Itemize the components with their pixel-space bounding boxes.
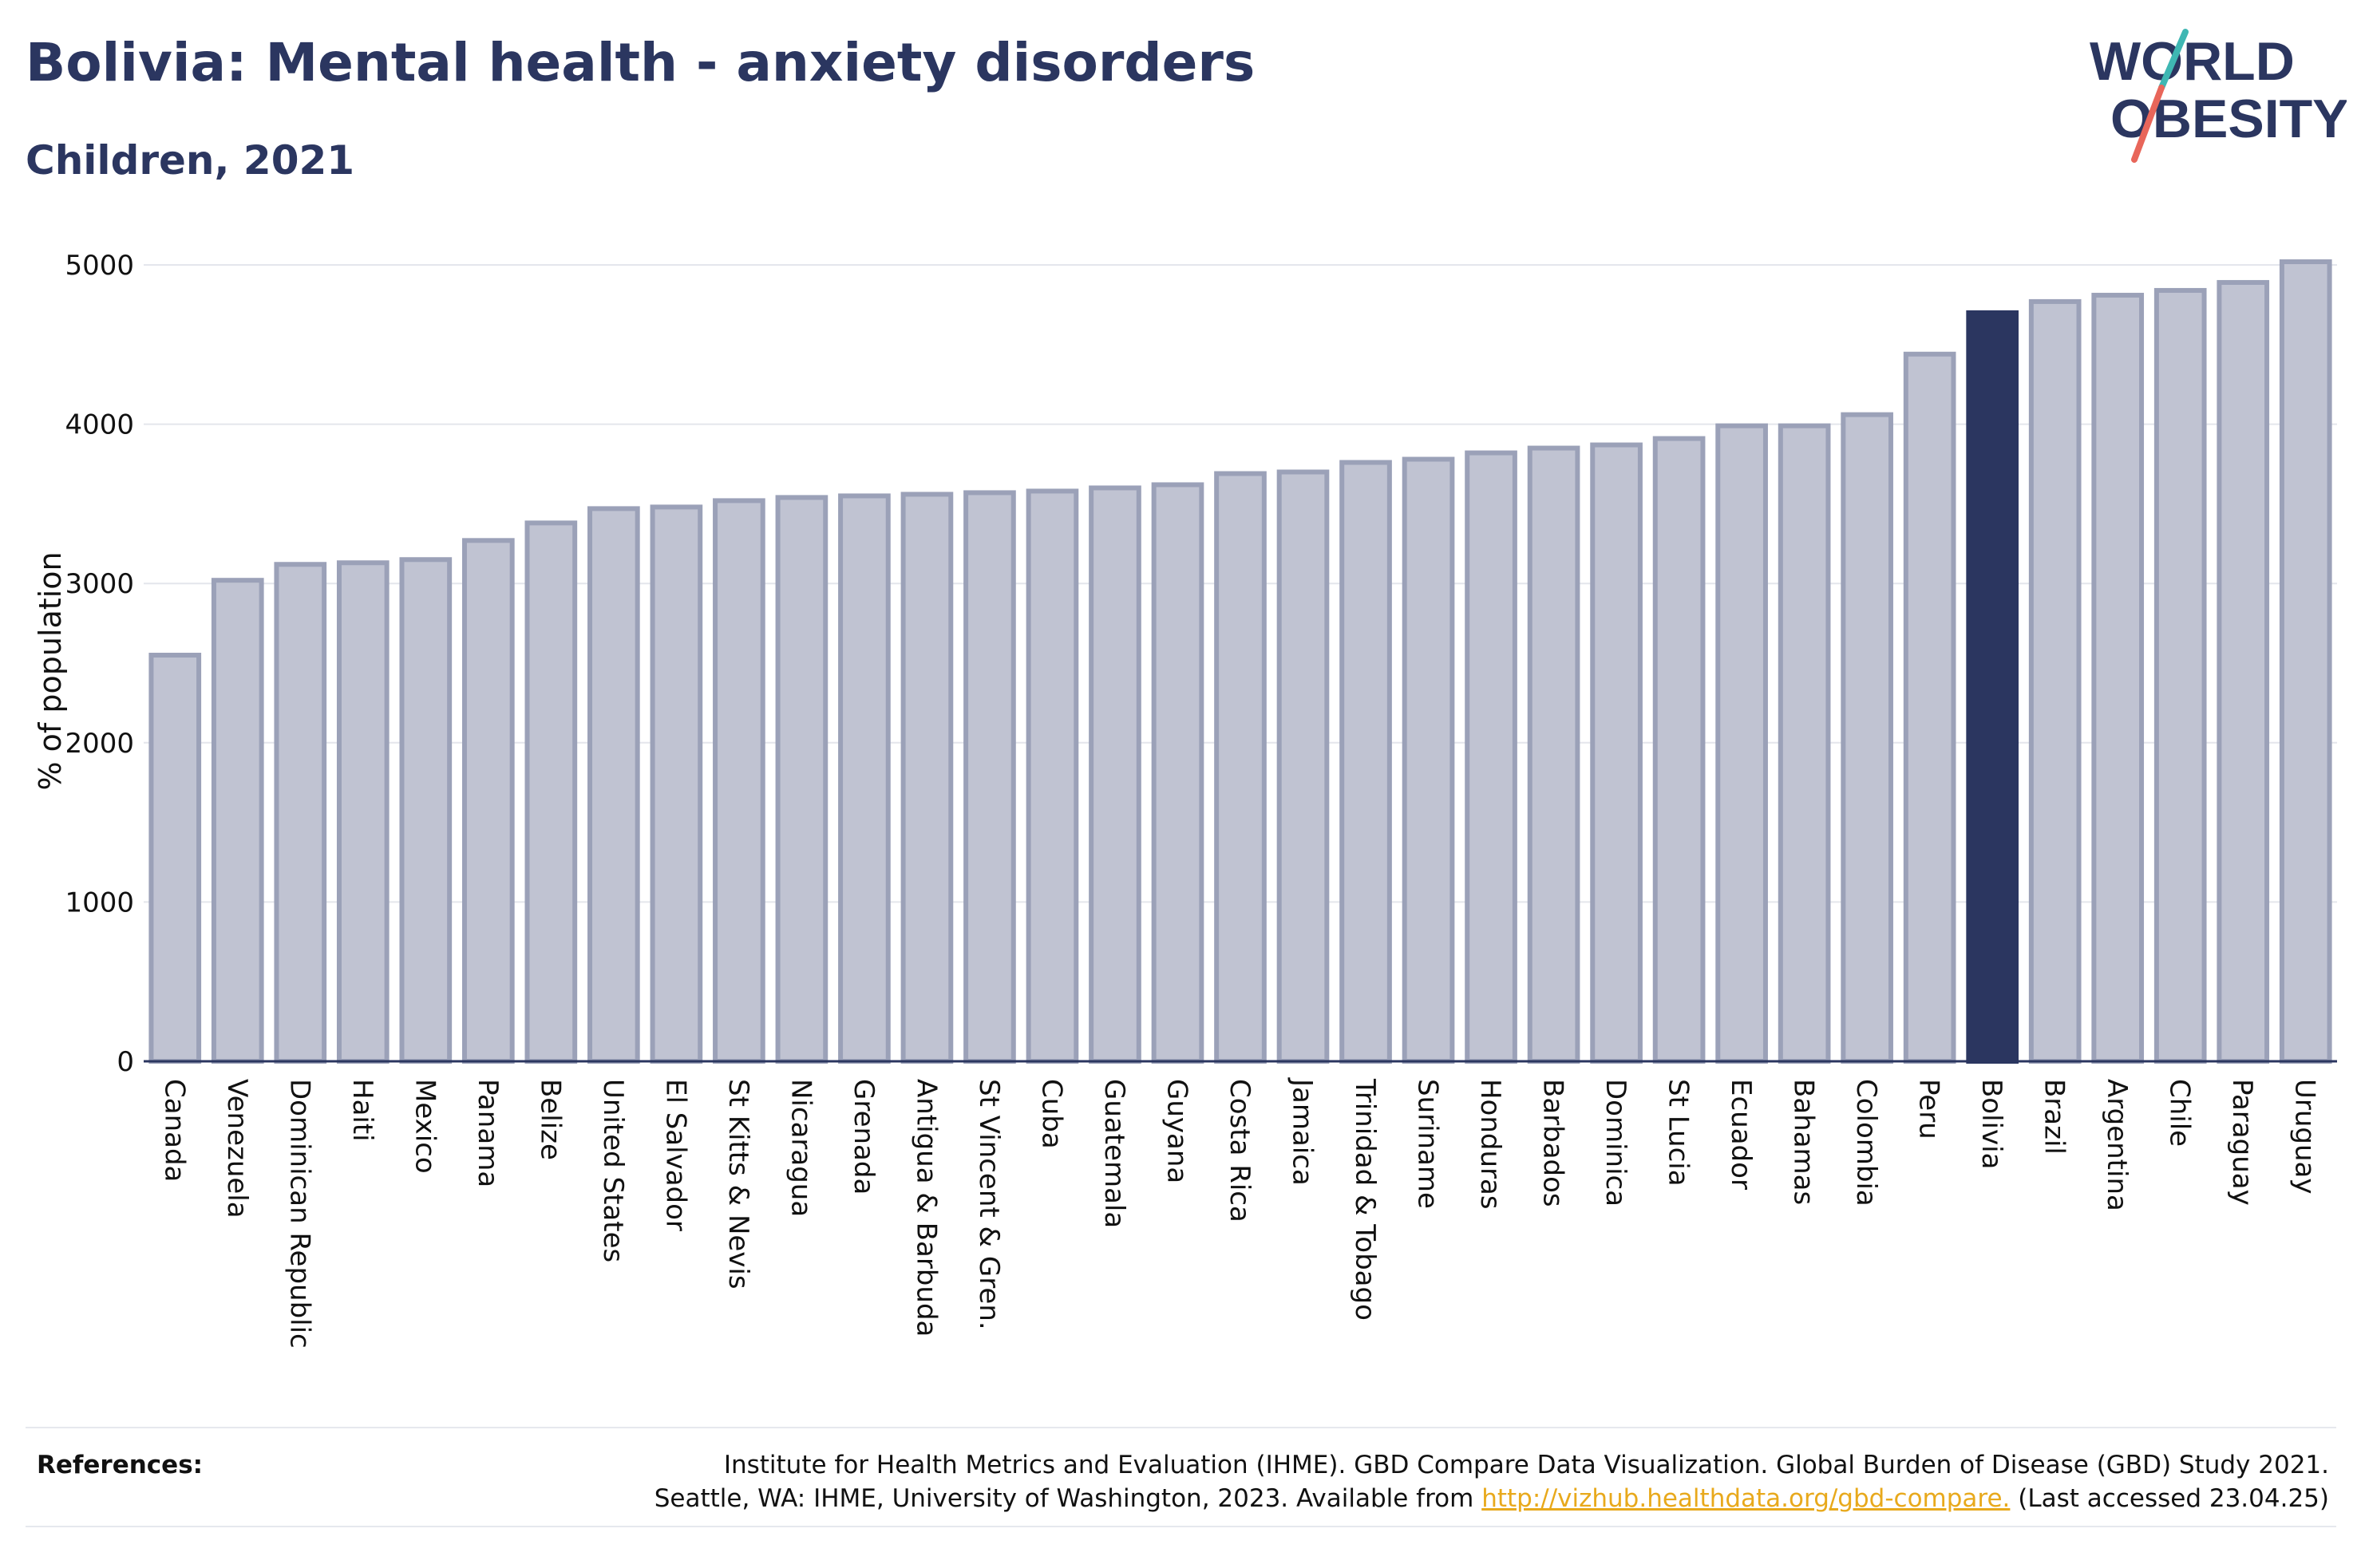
bar [148,653,202,1064]
x-tick-label: St Kitts & Nevis [722,1079,754,1290]
bar [1715,423,1768,1064]
bar [650,504,703,1064]
x-axis-ticks: Canada Venezuela Dominican Republic Haiti Me… [158,1077,2320,1349]
bar [1402,456,1455,1064]
bar [1465,450,1517,1064]
x-tick-label: Cuba [1035,1079,1067,1149]
x-tick-label: Honduras [1474,1079,1506,1210]
reference-line-1: Institute for Health Metrics and Evaluat… [723,1451,2329,1479]
x-tick-label: Grenada [848,1079,880,1195]
x-tick-label: Mexico [409,1079,441,1174]
x-tick-label: Canada [158,1079,190,1182]
y-axis-ticks: 0 1000 2000 3000 4000 5000 [65,250,134,1078]
bar [900,492,954,1064]
x-tick-label: Suriname [1412,1079,1444,1209]
logo-word-world: WORLD [2090,31,2295,92]
bar [1652,436,1706,1064]
y-tick-label: 0 [117,1046,134,1078]
x-tick-label: Peru [1913,1079,1945,1139]
x-tick-label: St Lucia [1663,1079,1695,1187]
x-tick-label: Panama [472,1079,504,1187]
x-tick-label: Bolivia [1975,1079,2007,1169]
reference-link[interactable]: http://vizhub.healthdata.org/gbd-compare… [1481,1484,2011,1513]
bar [2279,259,2332,1064]
x-tick-label: Haiti [346,1079,378,1142]
reference-line-2: Seattle, WA: IHME, University of Washing… [655,1484,2329,1513]
x-tick-label: Belize [534,1079,566,1160]
x-tick-label: Chile [2164,1079,2196,1147]
bar [2028,298,2082,1064]
bar [1214,471,1267,1064]
x-tick-label: Ecuador [1725,1079,1757,1190]
bar [963,490,1016,1064]
x-tick-label: Uruguay [2289,1079,2321,1195]
references-label: References: [37,1451,204,1479]
x-tick-label: St Vincent & Gren. [973,1079,1005,1330]
bar [1151,482,1204,1064]
bars [148,259,2332,1064]
x-tick-label: Guyana [1161,1079,1192,1183]
x-tick-label: Venezuela [221,1079,253,1218]
x-tick-label: Guatemala [1098,1079,1130,1228]
y-axis-label: % of population [33,551,68,790]
bar [1841,412,1893,1064]
x-tick-label: Brazil [2039,1079,2070,1155]
bar [274,562,327,1064]
x-tick-label: Jamaica [1287,1077,1319,1186]
bar [1276,469,1330,1064]
chart-title: Bolivia: Mental health - anxiety disorde… [26,32,1256,93]
x-tick-label: Trinidad & Tobago [1349,1078,1381,1321]
x-tick-label: Nicaragua [785,1079,817,1217]
bar [713,498,765,1064]
x-tick-label: Barbados [1537,1079,1569,1207]
bar [1590,442,1643,1064]
bar-highlighted [1966,310,2019,1064]
x-tick-label: Paraguay [2226,1079,2258,1206]
x-tick-label: Bahamas [1788,1079,1820,1205]
x-tick-label: Colombia [1850,1079,1882,1207]
bar [2091,292,2145,1064]
logo-slash-teal [2158,29,2189,91]
bar-chart: 0 1000 2000 3000 4000 5000 Canada Venezuela Dom… [33,250,2337,1349]
footer-divider-bottom [26,1526,2336,1527]
bar [1903,351,1956,1064]
x-tick-label: Dominican Republic [283,1079,315,1349]
bar [2217,279,2270,1064]
bar [1339,460,1392,1064]
chart-subtitle: Children, 2021 [26,137,355,184]
bar [775,495,829,1064]
bar [1778,423,1831,1064]
footer-divider-top [26,1427,2336,1428]
x-tick-label: United States [597,1079,629,1262]
bar [524,520,578,1064]
bar [838,493,891,1064]
x-tick-label: Costa Rica [1224,1079,1256,1222]
x-tick-label: Antigua & Barbuda [910,1079,942,1337]
world-obesity-logo: WORLD OBESITY [2090,29,2347,163]
logo-slash-coral [2131,85,2165,163]
reference-line-2-suffix: (Last accessed 23.04.25) [2010,1484,2329,1513]
y-tick-label: 3000 [65,568,134,600]
bar [1527,445,1580,1064]
y-tick-label: 1000 [65,887,134,918]
bar [1089,485,1141,1064]
x-tick-label: El Salvador [659,1079,691,1231]
bar [461,538,515,1064]
y-tick-label: 2000 [65,728,134,760]
bar [1026,488,1079,1064]
bar [399,557,453,1064]
bar [336,560,390,1064]
bar [587,506,640,1064]
bar [211,578,264,1064]
y-tick-label: 4000 [65,409,134,441]
y-tick-label: 5000 [65,250,134,282]
bar [2153,287,2207,1064]
reference-line-2-prefix: Seattle, WA: IHME, University of Washing… [654,1484,1482,1513]
x-tick-label: Dominica [1600,1079,1631,1207]
x-tick-label: Argentina [2101,1079,2133,1211]
